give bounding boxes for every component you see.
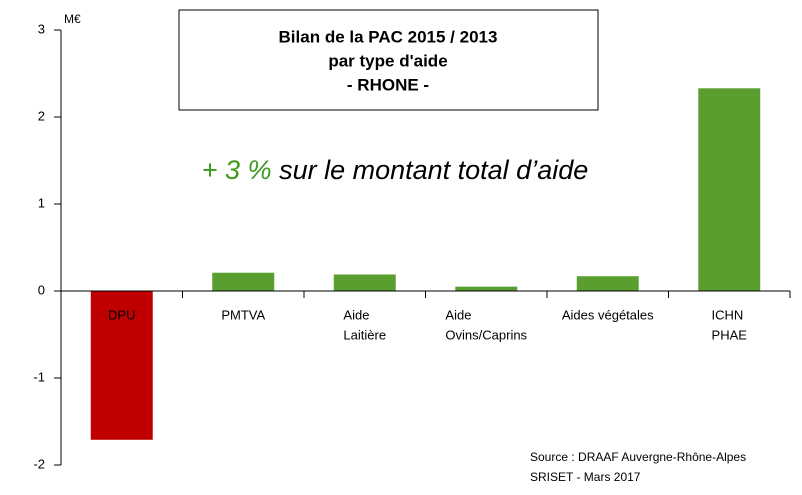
y-unit: M€ [64, 12, 81, 26]
x-tick-label: Aides végétales [562, 307, 654, 322]
bar [333, 274, 396, 291]
x-tick-label: PHAE [712, 327, 748, 342]
annotation-text: sur le montant total d’aide [279, 155, 588, 185]
bar [90, 291, 153, 440]
chart-title: - RHONE - [347, 75, 429, 94]
chart-title: Bilan de la PAC 2015 / 2013 [279, 27, 498, 46]
annotation: + 3 % sur le montant total d’aide [202, 155, 589, 185]
source: SRISET - Mars 2017 [530, 470, 641, 484]
y-tick-label: -1 [33, 369, 45, 384]
y-tick-label: 1 [38, 195, 45, 210]
y-tick-label: -2 [33, 456, 45, 471]
x-tick-label: Laitière [343, 327, 386, 342]
title-box [178, 9, 599, 111]
bar [576, 276, 639, 291]
bar [455, 286, 518, 291]
bar [698, 88, 761, 291]
y-tick-label: 3 [38, 21, 45, 36]
y-tick-label: 2 [38, 108, 45, 123]
x-tick-label: Aide [445, 307, 471, 322]
bar [212, 272, 275, 291]
annotation-highlight: + 3 % [202, 155, 272, 185]
x-tick-label: PMTVA [221, 307, 265, 322]
chart-title: par type d'aide [328, 51, 447, 70]
source: Source : DRAAF Auvergne-Rhône-Alpes [530, 450, 746, 464]
x-tick-label: DPU [108, 307, 135, 322]
y-tick-label: 0 [38, 282, 45, 297]
x-tick-label: Ovins/Caprins [445, 327, 527, 342]
x-tick-label: ICHN [712, 307, 744, 322]
x-tick-label: Aide [343, 307, 369, 322]
